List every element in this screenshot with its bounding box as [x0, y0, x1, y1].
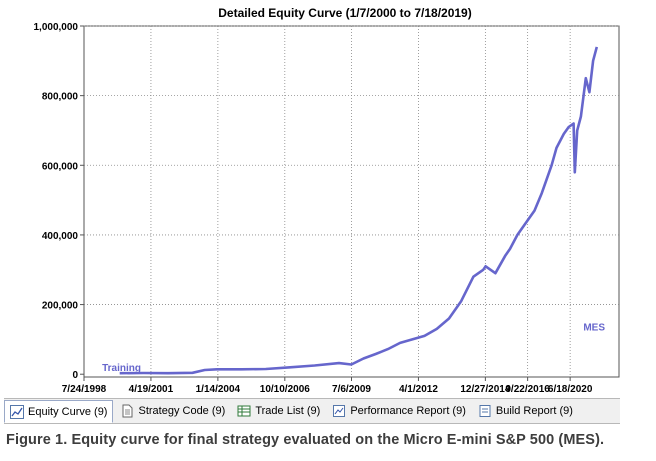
equity-curve-line — [119, 46, 599, 375]
tab-performance-report[interactable]: Performance Report (9) — [327, 401, 471, 421]
tab-strategy-code[interactable]: Strategy Code (9) — [115, 401, 230, 421]
tab-build-report[interactable]: Build Report (9) — [473, 401, 578, 421]
y-tick-label: 400,000 — [42, 231, 79, 242]
results-tab-bar: Equity Curve (9) Strategy Code (9) Trade… — [4, 398, 620, 424]
equity-chart: Detailed Equity Curve (1/7/2000 to 7/18/… — [34, 6, 620, 395]
report-icon — [332, 404, 346, 418]
tab-label: Performance Report (9) — [350, 405, 466, 417]
y-tick-label: 600,000 — [42, 161, 79, 172]
chart-title: Detailed Equity Curve (1/7/2000 to 7/18/… — [218, 6, 471, 20]
tab-trade-list[interactable]: Trade List (9) — [232, 401, 325, 421]
tab-label: Build Report (9) — [495, 405, 573, 417]
x-tick-label: 10/10/2006 — [260, 384, 310, 395]
tab-label: Equity Curve (9) — [28, 405, 108, 418]
y-tick-label: 800,000 — [42, 92, 79, 103]
x-tick-label: 7/24/1998 — [62, 384, 107, 395]
annotation-label: MES — [583, 323, 605, 334]
build-report-icon — [478, 404, 492, 418]
x-tick-label: 4/1/2012 — [399, 384, 438, 395]
y-axis-ticks: 0 200,000 400,000 600,000 800,000 1,000,000 — [34, 22, 84, 381]
y-tick-label: 0 — [72, 370, 78, 381]
x-tick-label: 4/19/2001 — [129, 384, 174, 395]
x-tick-label: 6/18/2020 — [548, 384, 593, 395]
grid-lines — [84, 25, 619, 377]
annotations: Training MES — [102, 323, 605, 374]
series-layer — [119, 46, 599, 375]
y-tick-label: 200,000 — [42, 301, 79, 312]
x-axis-ticks: 7/24/1998 4/19/2001 1/14/2004 10/10/2006 7/6… — [62, 377, 593, 395]
document-icon — [120, 404, 134, 418]
table-icon — [237, 404, 251, 418]
x-tick-label: 12/27/2014 — [460, 384, 510, 395]
y-tick-label: 1,000,000 — [34, 22, 79, 33]
plot-area — [83, 25, 620, 378]
x-tick-label: 9/22/2016 — [505, 384, 550, 395]
x-tick-label: 7/6/2009 — [332, 384, 371, 395]
figure-caption: Figure 1. Equity curve for final strateg… — [6, 432, 605, 448]
tab-label: Trade List (9) — [255, 405, 321, 417]
tab-label: Strategy Code (9) — [138, 405, 226, 417]
line-chart-icon — [10, 404, 24, 419]
x-tick-label: 1/14/2004 — [196, 384, 241, 395]
annotation-label: Training — [102, 363, 141, 374]
tab-equity-curve[interactable]: Equity Curve (9) — [4, 400, 114, 423]
